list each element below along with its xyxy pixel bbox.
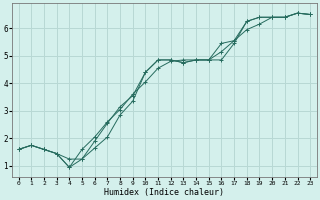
X-axis label: Humidex (Indice chaleur): Humidex (Indice chaleur) <box>104 188 224 197</box>
